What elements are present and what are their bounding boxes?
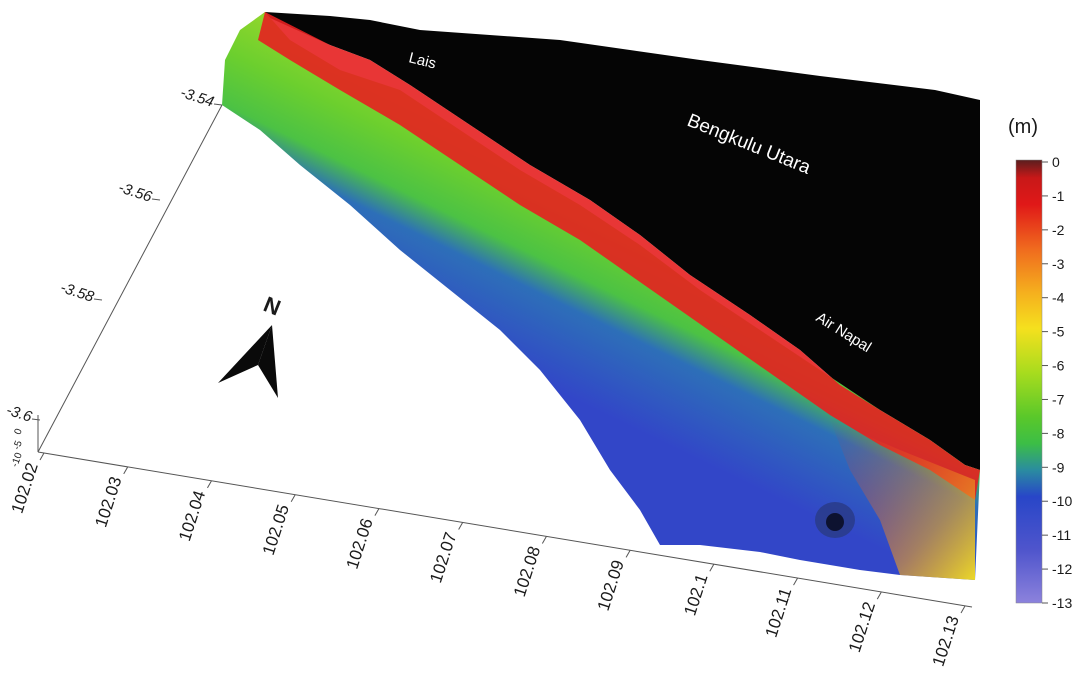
- x-tick-mark: [123, 466, 129, 475]
- z-tick-label: -10: [10, 451, 25, 469]
- colorbar-tick-label: -5: [1052, 324, 1065, 340]
- colorbar-tick-label: -2: [1052, 222, 1065, 238]
- y-tick-label: -3.54: [178, 84, 216, 111]
- y-axis-line: [37, 104, 223, 453]
- x-tick-label: 102.1: [680, 572, 711, 618]
- x-tick-label: 102.11: [762, 586, 796, 640]
- x-tick-mark: [374, 508, 380, 516]
- x-tick-label: 102.08: [510, 544, 544, 599]
- y-tick-mark: [213, 103, 223, 106]
- colorbar-scale: [1015, 159, 1043, 604]
- colorbar-unit: (m): [1008, 116, 1038, 138]
- x-tick-mark: [709, 564, 715, 572]
- z-tick-label: 0: [13, 427, 25, 436]
- x-tick-label: 102.05: [259, 502, 293, 557]
- shallow-south-tint: [830, 420, 975, 580]
- colorbar-tick-label: -3: [1052, 256, 1065, 272]
- x-tick-mark: [39, 452, 45, 461]
- x-axis-line: [37, 451, 973, 608]
- land-area: [265, 12, 980, 470]
- x-tick-label: 102.13: [929, 613, 963, 668]
- y-tick-label: -3.58: [58, 279, 96, 306]
- x-tick-label: 102.07: [426, 530, 460, 585]
- x-tick-mark: [541, 536, 547, 544]
- colorbar-tick-label: -13: [1052, 595, 1072, 611]
- x-tick-mark: [876, 591, 882, 600]
- x-tick-label: 102.02: [8, 460, 42, 515]
- x-tick-label: 102.12: [845, 599, 879, 654]
- y-tick-mark: [151, 198, 161, 201]
- colorbar-tick-label: -7: [1052, 391, 1065, 407]
- z-tick-label: -5: [11, 439, 25, 452]
- north-arrow-half: [258, 325, 278, 398]
- shoreline-band: [258, 12, 980, 500]
- north-arrow-label: N: [260, 291, 284, 320]
- place-label-lais: Lais: [407, 49, 438, 72]
- y-tick-mark: [93, 298, 103, 301]
- y-tick-label: -3.56: [116, 179, 154, 206]
- bathymetry-surface: [222, 12, 980, 580]
- x-tick-label: 102.06: [343, 516, 377, 571]
- colorbar: (m) 0 -1 -2 -3 -4 -5 -6 -7 -8 -9 -10 -11 -12 -13: [1008, 116, 1072, 611]
- x-tick-mark: [290, 494, 296, 502]
- y-tick-mark: [31, 418, 41, 421]
- deep-hole-core: [826, 513, 844, 531]
- colorbar-tick-label: -11: [1052, 527, 1071, 543]
- x-tick-mark: [793, 577, 798, 586]
- colorbar-ticks: 0 -1 -2 -3 -4 -5 -6 -7 -8 -9 -10 -11 -12 -13: [1042, 154, 1072, 611]
- z-axis-ticks: 0 -5-10: [10, 427, 25, 469]
- x-tick-mark: [960, 605, 966, 614]
- colorbar-tick-label: -12: [1052, 561, 1072, 577]
- x-tick-label: 102.03: [91, 474, 125, 529]
- colorbar-tick-label: -6: [1052, 358, 1065, 374]
- x-tick-label: 102.09: [594, 558, 628, 613]
- x-tick-mark: [458, 522, 464, 530]
- y-tick-label: -3.6: [4, 402, 34, 426]
- colorbar-tick-label: 0: [1052, 154, 1060, 170]
- x-tick-mark: [207, 480, 212, 489]
- colorbar-tick-label: -10: [1052, 493, 1072, 509]
- colorbar-tick-label: -1: [1052, 188, 1065, 204]
- y-axis-ticks: -3.54 -3.56 -3.58 -3.6: [4, 84, 223, 426]
- north-arrow: N: [218, 291, 284, 398]
- colorbar-tick-label: -4: [1052, 290, 1065, 306]
- x-tick-label: 102.04: [175, 488, 209, 543]
- x-tick-mark: [625, 550, 631, 558]
- colorbar-tick-label: -9: [1052, 459, 1065, 475]
- north-arrow-icon: [218, 325, 272, 383]
- colorbar-tick-label: -8: [1052, 425, 1065, 441]
